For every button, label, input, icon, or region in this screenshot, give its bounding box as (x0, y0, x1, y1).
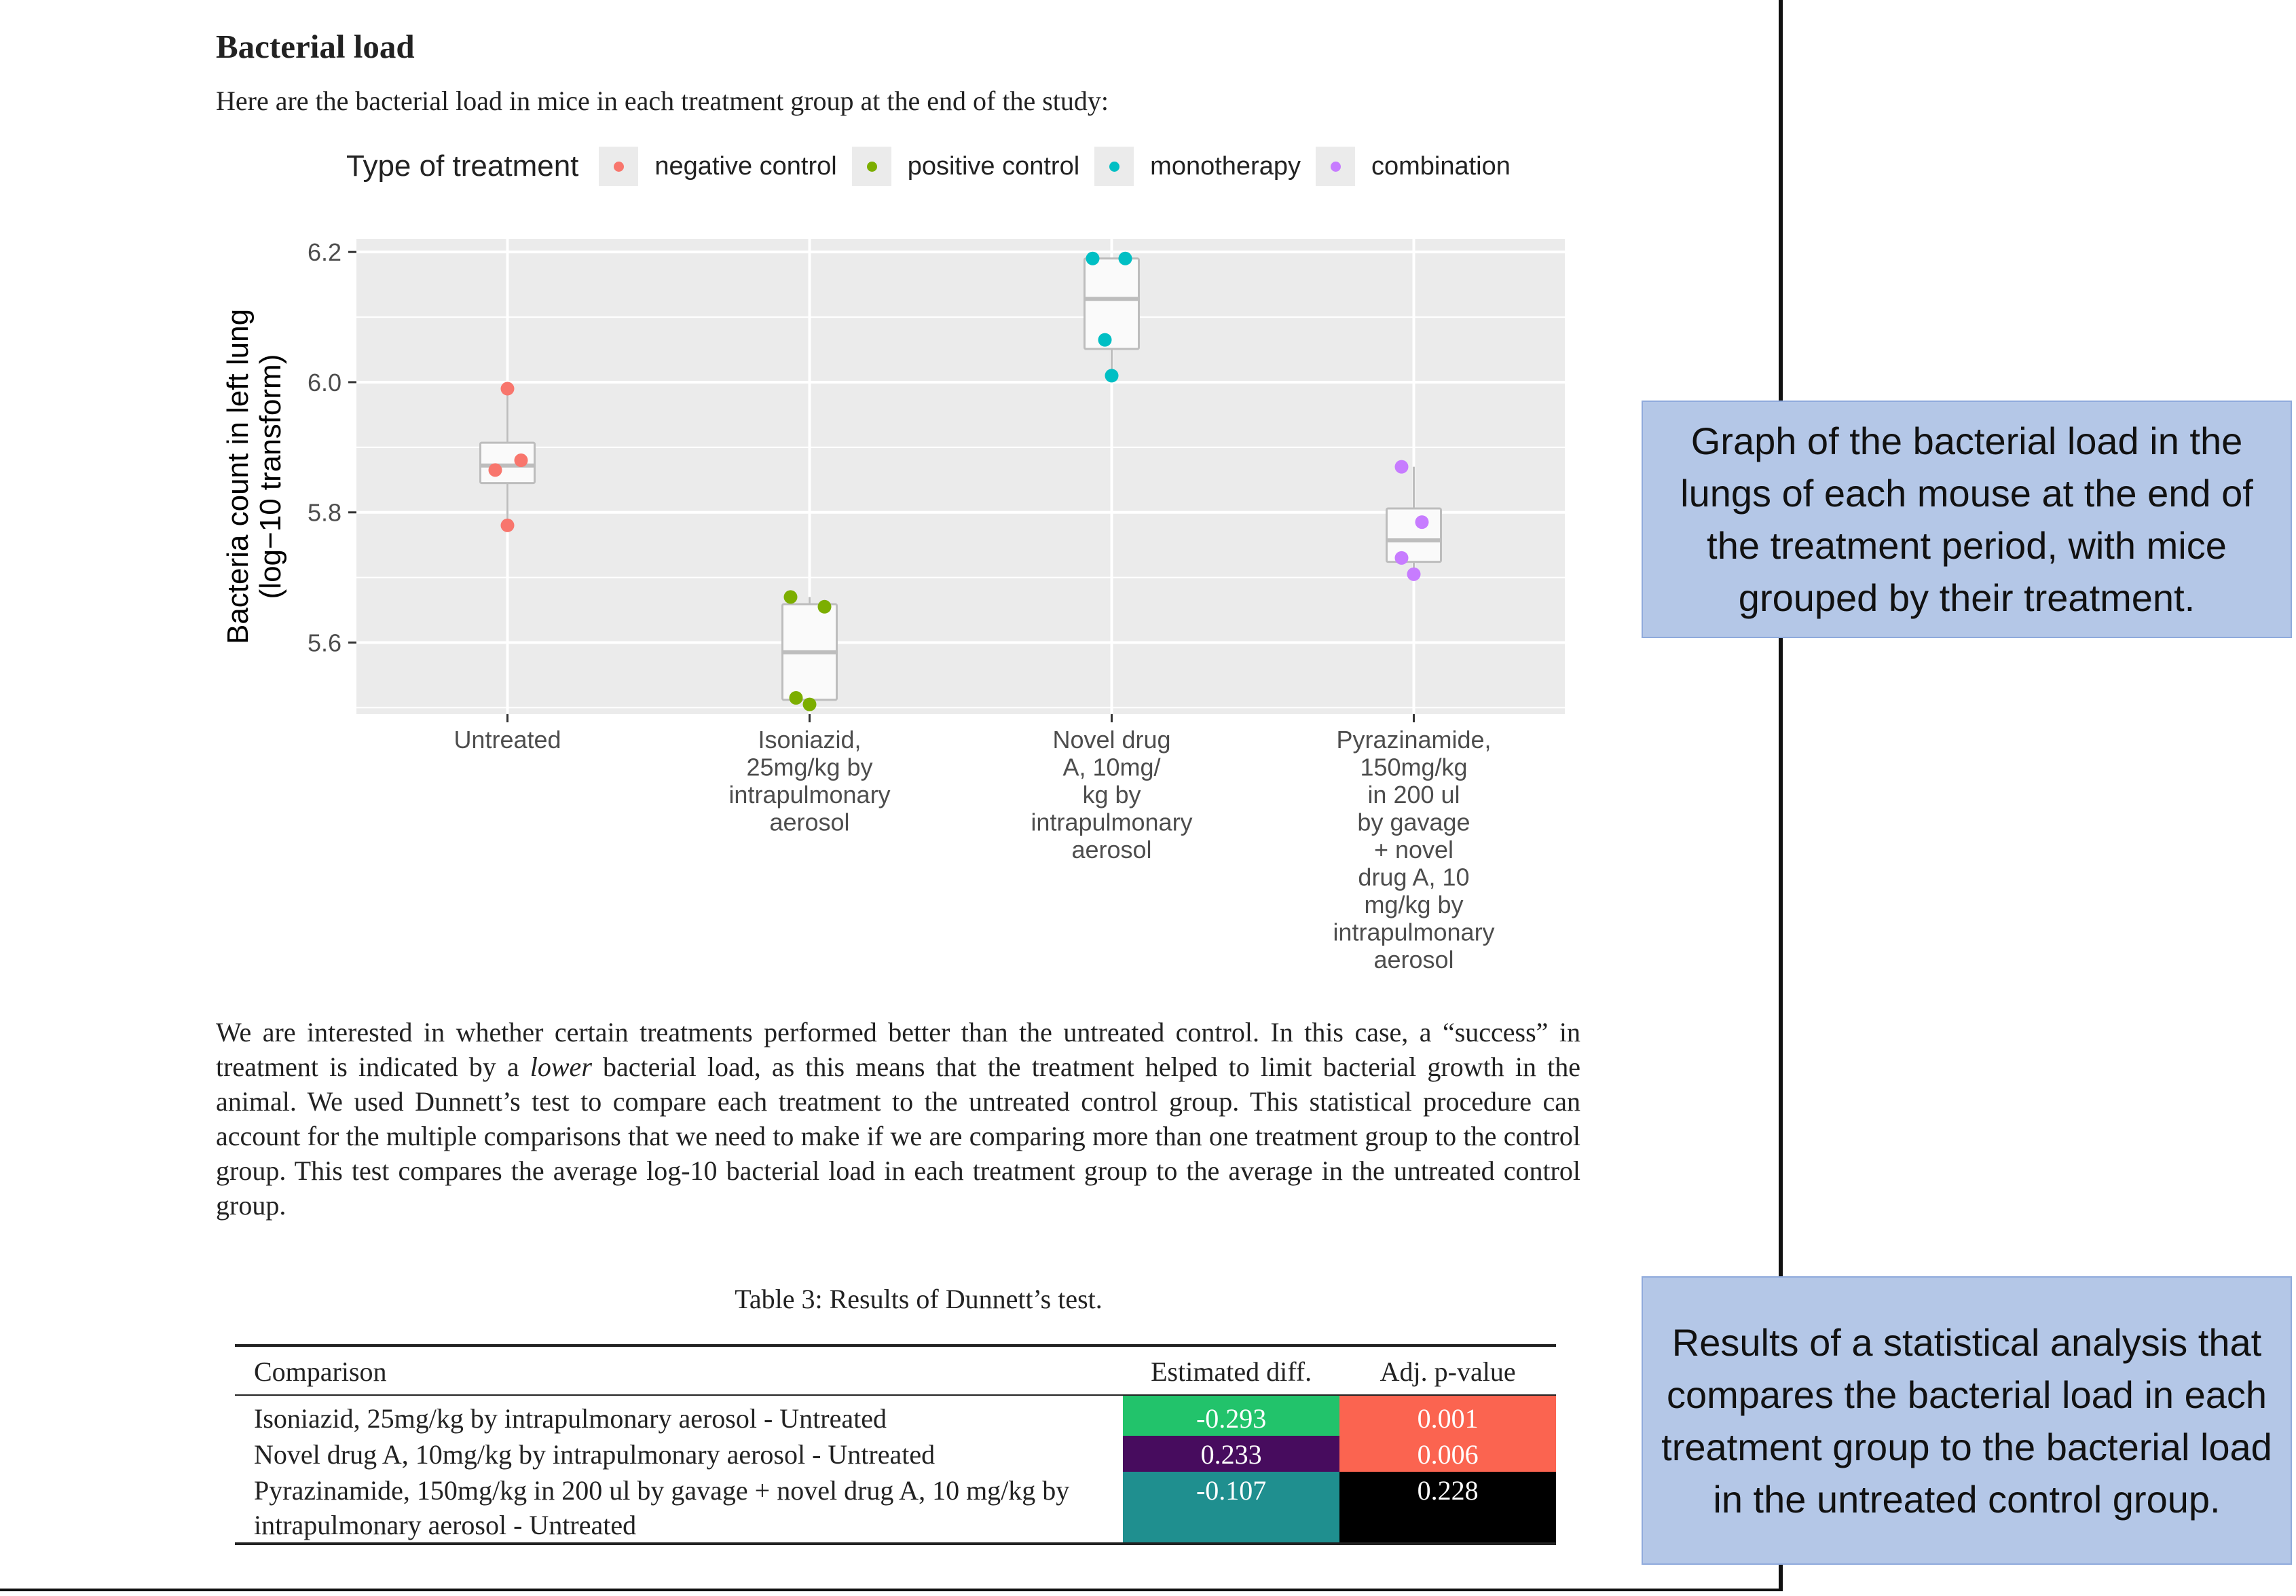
table-row: Novel drug A, 10mg/kg by intrapulmonary … (235, 1436, 1556, 1472)
legend-label: positive control (907, 151, 1080, 181)
dunnett-results-table: Comparison Estimated diff. Adj. p-value … (235, 1344, 1556, 1545)
y-axis-title: Bacteria count in left lung (221, 309, 255, 644)
x-tick-label: in 200 ul (1367, 781, 1460, 809)
x-tick-label: aerosol (1071, 836, 1151, 864)
comparison-cell: Isoniazid, 25mg/kg by intrapulmonary aer… (254, 1403, 887, 1434)
x-tick-label: drug A, 10 (1358, 864, 1469, 891)
table-row: Pyrazinamide, 150mg/kg in 200 ul by gava… (235, 1472, 1556, 1544)
data-point (1415, 515, 1429, 530)
legend-label: negative control (654, 151, 837, 181)
data-point (789, 691, 803, 705)
legend-dot-combination (1330, 162, 1341, 172)
box-combination (1386, 507, 1442, 563)
table-header-row: Comparison Estimated diff. Adj. p-value (235, 1346, 1556, 1395)
x-tick-label: aerosol (769, 809, 849, 836)
legend-key (851, 147, 891, 186)
document-page: Bacterial load Here are the bacterial lo… (0, 0, 1783, 1591)
x-tick-label: Pyrazinamide, (1336, 726, 1491, 754)
p-value-cell: 0.001 (1339, 1395, 1556, 1436)
data-point (1407, 567, 1421, 581)
p-value-cell: 0.006 (1339, 1436, 1556, 1472)
y-tick-label: 6.2 (308, 238, 341, 266)
column-header-adj-p-value: Adj. p-value (1380, 1356, 1516, 1387)
box-monotherapy (1084, 257, 1140, 350)
data-point (500, 518, 515, 532)
x-tick-label: kg by (1082, 781, 1141, 809)
y-tick-label: 5.6 (308, 629, 341, 657)
comparison-cell: Pyrazinamide, 150mg/kg in 200 ul by gava… (254, 1475, 1070, 1540)
legend-dot-monotherapy (1109, 162, 1120, 172)
data-point (1086, 251, 1100, 265)
plot-panel (356, 239, 1565, 714)
data-point (1105, 369, 1119, 383)
data-point (514, 453, 528, 468)
data-point (1394, 460, 1409, 474)
legend-dot-negative-control (614, 162, 625, 172)
intro-text: Here are the bacterial load in mice in e… (216, 86, 1109, 116)
legend-item-combination: combination (1315, 147, 1511, 186)
legend-dot-positive-control (866, 162, 877, 172)
paragraph-text: bacterial load, as this means that the t… (216, 1052, 1580, 1221)
legend-key (1094, 147, 1134, 186)
data-point (1098, 333, 1112, 347)
x-tick-label: Isoniazid, (758, 726, 861, 754)
x-tick-label: aerosol (1373, 946, 1453, 973)
table-row: Isoniazid, 25mg/kg by intrapulmonary aer… (235, 1395, 1556, 1436)
estimated-diff-cell: -0.293 (1123, 1395, 1340, 1436)
x-tick-label: Novel drug (1052, 726, 1170, 754)
data-point (783, 590, 798, 604)
section-title: Bacterial load (216, 28, 415, 65)
data-point (500, 382, 515, 396)
bacterial-load-chart: 5.6 5.8 6.0 6.2 Bacteria count in left lung(… (221, 238, 1565, 973)
legend-label: monotherapy (1150, 151, 1301, 181)
legend-title: Type of treatment (346, 149, 579, 183)
y-tick-label: 6.0 (308, 369, 341, 396)
legend-key (599, 147, 639, 186)
p-value-cell: 0.228 (1339, 1472, 1556, 1544)
legend-key (1315, 147, 1355, 186)
legend-label: combination (1371, 151, 1511, 181)
data-point (817, 599, 832, 614)
x-tick-label: 25mg/kg by (746, 754, 872, 781)
column-header-estimated-diff: Estimated diff. (1151, 1356, 1312, 1387)
x-tick-label: intrapulmonary (1031, 809, 1192, 836)
legend-item-monotherapy: monotherapy (1094, 147, 1301, 186)
legend-item-positive-control: positive control (851, 147, 1080, 186)
x-tick-label: + novel (1374, 836, 1453, 864)
table-caption: Table 3: Results of Dunnett’s test. (735, 1284, 1103, 1314)
data-point (802, 697, 817, 711)
callout-graph-description: Graph of the bacterial load in the lungs… (1642, 401, 2292, 638)
x-tick-label: A, 10mg/ (1062, 754, 1160, 781)
comparison-cell: Novel drug A, 10mg/kg by intrapulmonary … (254, 1439, 936, 1470)
y-tick-label: 5.8 (308, 499, 341, 527)
paragraph-emphasis: lower (530, 1052, 592, 1082)
x-tick-label: mg/kg by (1364, 891, 1463, 918)
x-tick-label: by gavage (1357, 809, 1470, 836)
x-tick-label: Untreated (453, 726, 561, 754)
legend-item-negative-control: negative control (599, 147, 837, 186)
paragraph-text: We are interested in whether certain tre… (216, 1017, 1580, 1082)
y-axis-title: (log−10 transform) (254, 354, 287, 599)
estimated-diff-cell: 0.233 (1123, 1436, 1340, 1472)
data-point (488, 463, 502, 477)
chart-legend: Type of treatment negative control posit… (346, 146, 1525, 187)
data-point (1394, 551, 1409, 565)
body-paragraph: We are interested in whether certain tre… (216, 1015, 1580, 1223)
x-tick-label: intrapulmonary (728, 781, 890, 809)
x-tick-label: 150mg/kg (1360, 754, 1467, 781)
estimated-diff-cell: -0.107 (1123, 1472, 1340, 1544)
data-point (1118, 251, 1132, 265)
callout-table-description: Results of a statistical analysis that c… (1642, 1276, 2292, 1565)
x-tick-label: intrapulmonary (1333, 918, 1494, 946)
column-header-comparison: Comparison (254, 1356, 387, 1387)
